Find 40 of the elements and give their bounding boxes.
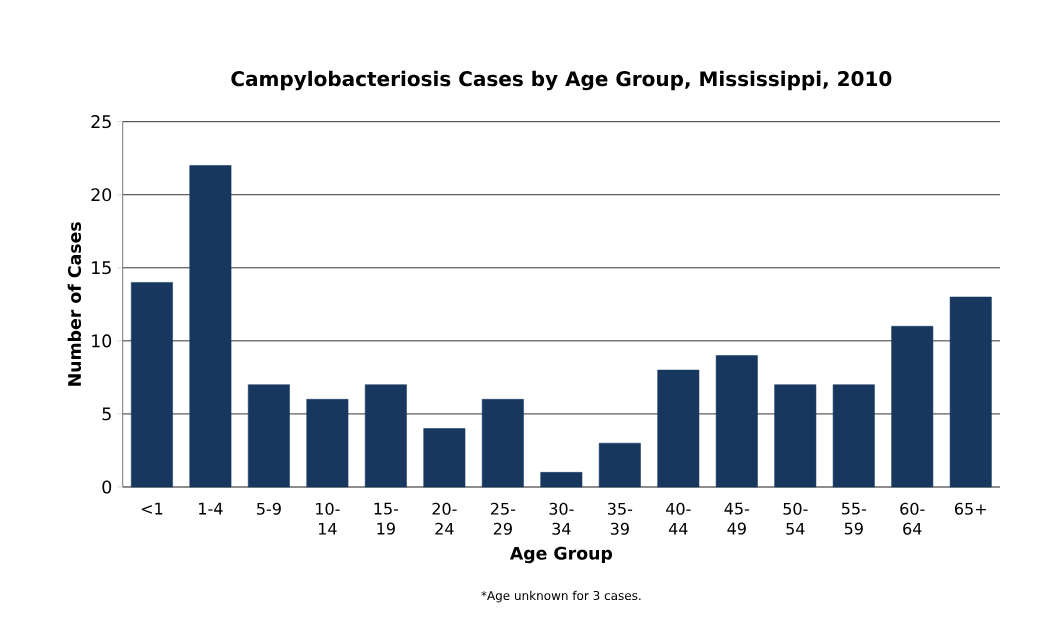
x-tick-label: 10-14 bbox=[316, 502, 340, 535]
bar bbox=[423, 428, 466, 488]
chart-title: Campylobacteriosis Cases by Age Group, Mississippi, 2010 bbox=[231, 70, 892, 91]
bar bbox=[715, 355, 758, 488]
x-tick-label: <1 bbox=[141, 502, 163, 515]
x-tick-label: 1-4 bbox=[199, 502, 223, 515]
y-axis-title: Number of Cases bbox=[67, 222, 82, 386]
x-tick-label: 20-24 bbox=[432, 502, 457, 535]
bar bbox=[364, 384, 407, 488]
bar bbox=[540, 472, 583, 488]
bar bbox=[774, 384, 817, 488]
bar bbox=[306, 399, 349, 488]
x-tick-label: 40-44 bbox=[666, 502, 691, 535]
y-tick-label: 0 bbox=[102, 480, 112, 494]
x-tick-label: 50-54 bbox=[783, 502, 808, 535]
bar bbox=[949, 296, 992, 488]
x-tick-label: 65+ bbox=[954, 502, 986, 515]
x-axis-title: Age Group bbox=[509, 546, 613, 564]
bar bbox=[832, 384, 875, 488]
x-tick-label: 5-9 bbox=[257, 502, 281, 515]
y-tick-label: 20 bbox=[91, 188, 112, 202]
x-tick-label: 35-39 bbox=[607, 502, 633, 535]
bar bbox=[247, 384, 290, 488]
y-tick-label: 15 bbox=[92, 261, 111, 275]
y-tick-label: 5 bbox=[102, 407, 111, 421]
x-tick-label: 15-19 bbox=[374, 502, 399, 535]
x-tick-label: 45-49 bbox=[724, 502, 750, 535]
x-tick-label: 30-34 bbox=[549, 502, 574, 535]
y-tick-label: 25 bbox=[91, 115, 111, 129]
bar bbox=[657, 369, 700, 488]
bar bbox=[481, 399, 524, 488]
bar bbox=[130, 282, 173, 488]
text: *Age unknown for 3 cases. bbox=[481, 590, 641, 603]
x-tick-label: 25-29 bbox=[490, 502, 516, 535]
bar bbox=[598, 442, 641, 488]
y-tick-label: 10 bbox=[92, 334, 112, 348]
x-tick-label: 60-64 bbox=[900, 502, 925, 535]
bar bbox=[189, 165, 232, 488]
bar bbox=[891, 325, 934, 488]
x-tick-label: 55-59 bbox=[841, 502, 867, 535]
